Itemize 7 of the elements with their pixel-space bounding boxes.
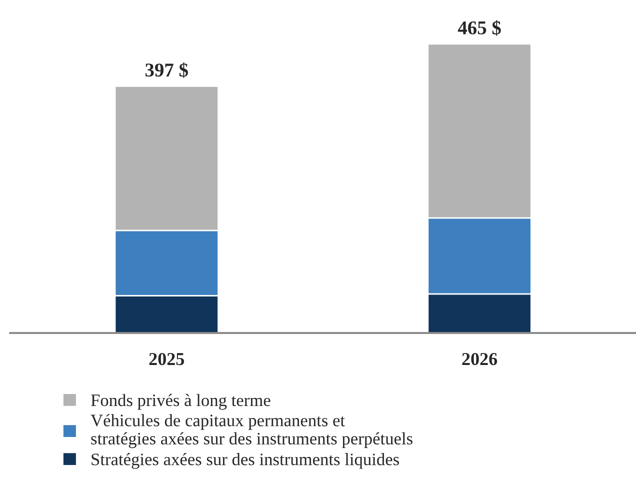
legend-label: Fonds privés à long terme [91, 394, 270, 410]
annotation: 465 $ [458, 20, 501, 36]
legend-label: Stratégies axées sur des instruments liquides [92, 453, 399, 469]
annotation: 397 $ [145, 62, 188, 78]
x-tick-label: 2025 [149, 352, 184, 366]
legend-label: Véhicules de capitaux permanents et stratégies axées sur des instruments perpétuels [90, 414, 412, 448]
x-tick-label: 2026 [462, 352, 498, 366]
